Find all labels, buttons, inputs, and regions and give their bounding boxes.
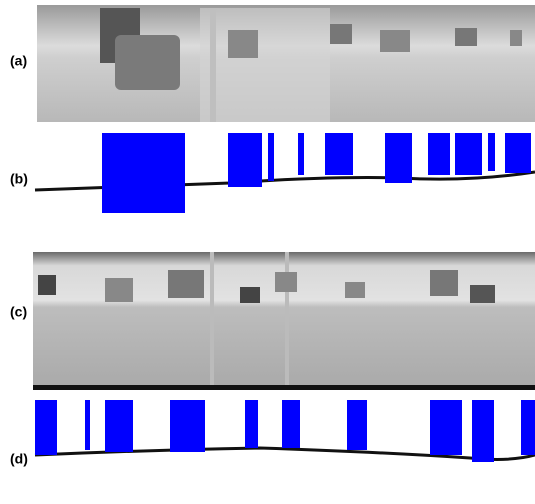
panel-label: (d) — [10, 451, 28, 467]
panel-label: (b) — [10, 171, 28, 187]
depth-d — [34, 400, 535, 462]
depth-b — [34, 133, 535, 213]
panel-label: (a) — [10, 53, 27, 69]
panel-label: (c) — [10, 304, 27, 320]
photo-a — [37, 5, 535, 122]
photo-c — [33, 252, 535, 390]
